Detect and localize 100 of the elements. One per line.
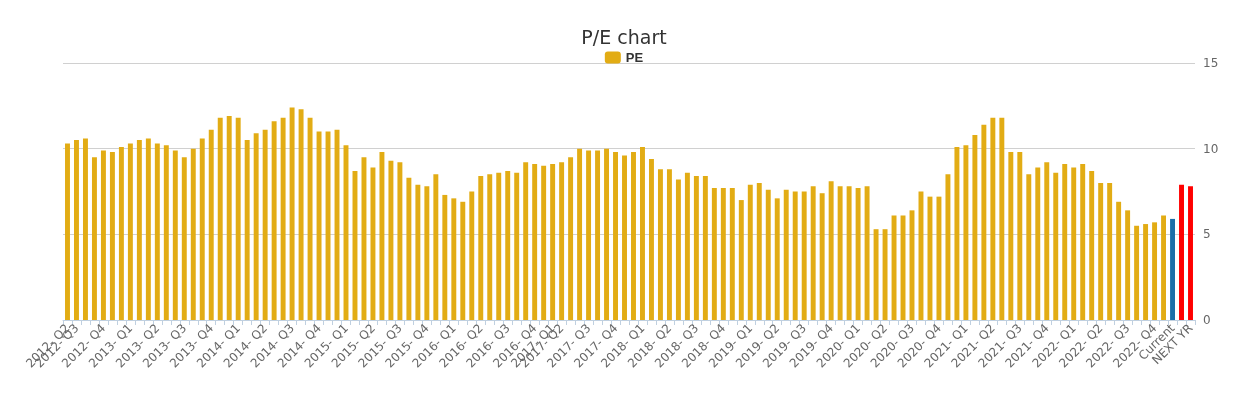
bar (244, 140, 250, 320)
bar (963, 145, 969, 320)
bar (451, 198, 457, 320)
bar (460, 201, 466, 320)
y-tick-label: 15 (1203, 56, 1219, 70)
bar (622, 155, 627, 320)
bar (1188, 186, 1193, 320)
bar (289, 107, 295, 320)
bar (756, 182, 762, 320)
bar (819, 193, 825, 320)
bar (514, 172, 520, 320)
bar (424, 186, 430, 320)
bar (127, 143, 133, 320)
bar (613, 152, 618, 320)
bar (559, 162, 565, 320)
bar (1152, 222, 1158, 320)
bar (855, 188, 861, 320)
bar (163, 145, 169, 320)
bar (226, 116, 232, 320)
bar (1116, 201, 1122, 320)
bar (1107, 182, 1113, 320)
bar (1080, 164, 1086, 320)
bar (801, 191, 807, 320)
bar (235, 117, 241, 320)
bar (325, 131, 331, 320)
bar (828, 181, 834, 320)
bar (810, 186, 816, 320)
bar (406, 177, 412, 320)
bar (640, 146, 645, 320)
bar (550, 164, 556, 320)
y-tick-label: 0 (1203, 313, 1211, 327)
bar (1044, 162, 1050, 320)
bar (774, 198, 780, 320)
bar (91, 157, 97, 320)
bar (882, 229, 888, 320)
bar (199, 138, 205, 320)
bar (136, 140, 142, 320)
bar (1026, 174, 1032, 320)
y-tick-label: 5 (1203, 227, 1211, 242)
bar (181, 157, 187, 320)
bar (1071, 167, 1077, 320)
bar (1089, 170, 1095, 320)
chart-title: P/E chart (581, 25, 667, 48)
bar (604, 148, 610, 320)
bar (792, 191, 798, 320)
bar (208, 129, 214, 320)
bar (846, 186, 852, 320)
bar (1143, 224, 1149, 320)
bar (280, 117, 286, 320)
bar (702, 176, 708, 320)
bar (666, 169, 672, 320)
bar (65, 143, 70, 320)
bar (1017, 152, 1023, 320)
bar (271, 121, 277, 320)
bar (307, 117, 313, 320)
bar (1053, 172, 1059, 320)
bar (981, 124, 987, 320)
bar (487, 174, 493, 320)
bar (433, 174, 439, 320)
bar (1134, 225, 1140, 320)
bar (693, 176, 699, 320)
bar (253, 133, 259, 320)
bar (298, 109, 304, 320)
bar (1161, 215, 1167, 320)
bar (891, 215, 897, 320)
bar (1098, 182, 1104, 320)
bar (684, 172, 690, 320)
bar (738, 200, 744, 320)
bar (496, 172, 502, 320)
bar (505, 170, 511, 320)
bar (936, 196, 942, 320)
bar (999, 117, 1005, 320)
bar (154, 143, 160, 320)
bar (415, 184, 421, 320)
bar (945, 174, 951, 320)
bar (927, 196, 933, 320)
bar (316, 131, 322, 320)
bar (532, 164, 538, 320)
bar (864, 186, 870, 320)
bar (361, 157, 367, 320)
bar (172, 150, 178, 320)
bar (100, 150, 106, 320)
bar (765, 189, 771, 320)
bar (711, 188, 717, 320)
bar (747, 184, 753, 320)
bar (990, 117, 996, 320)
bar (469, 191, 475, 320)
bar (783, 189, 789, 320)
y-tick-label: 10 (1203, 141, 1219, 156)
bar (82, 138, 88, 320)
bar (1179, 184, 1184, 320)
bar (388, 160, 394, 320)
bar (74, 140, 79, 320)
bar (1125, 210, 1131, 320)
bar (370, 167, 376, 320)
bar (568, 157, 574, 320)
bar (190, 148, 196, 320)
bar (397, 162, 403, 320)
bar (837, 186, 843, 320)
bar (720, 188, 726, 320)
